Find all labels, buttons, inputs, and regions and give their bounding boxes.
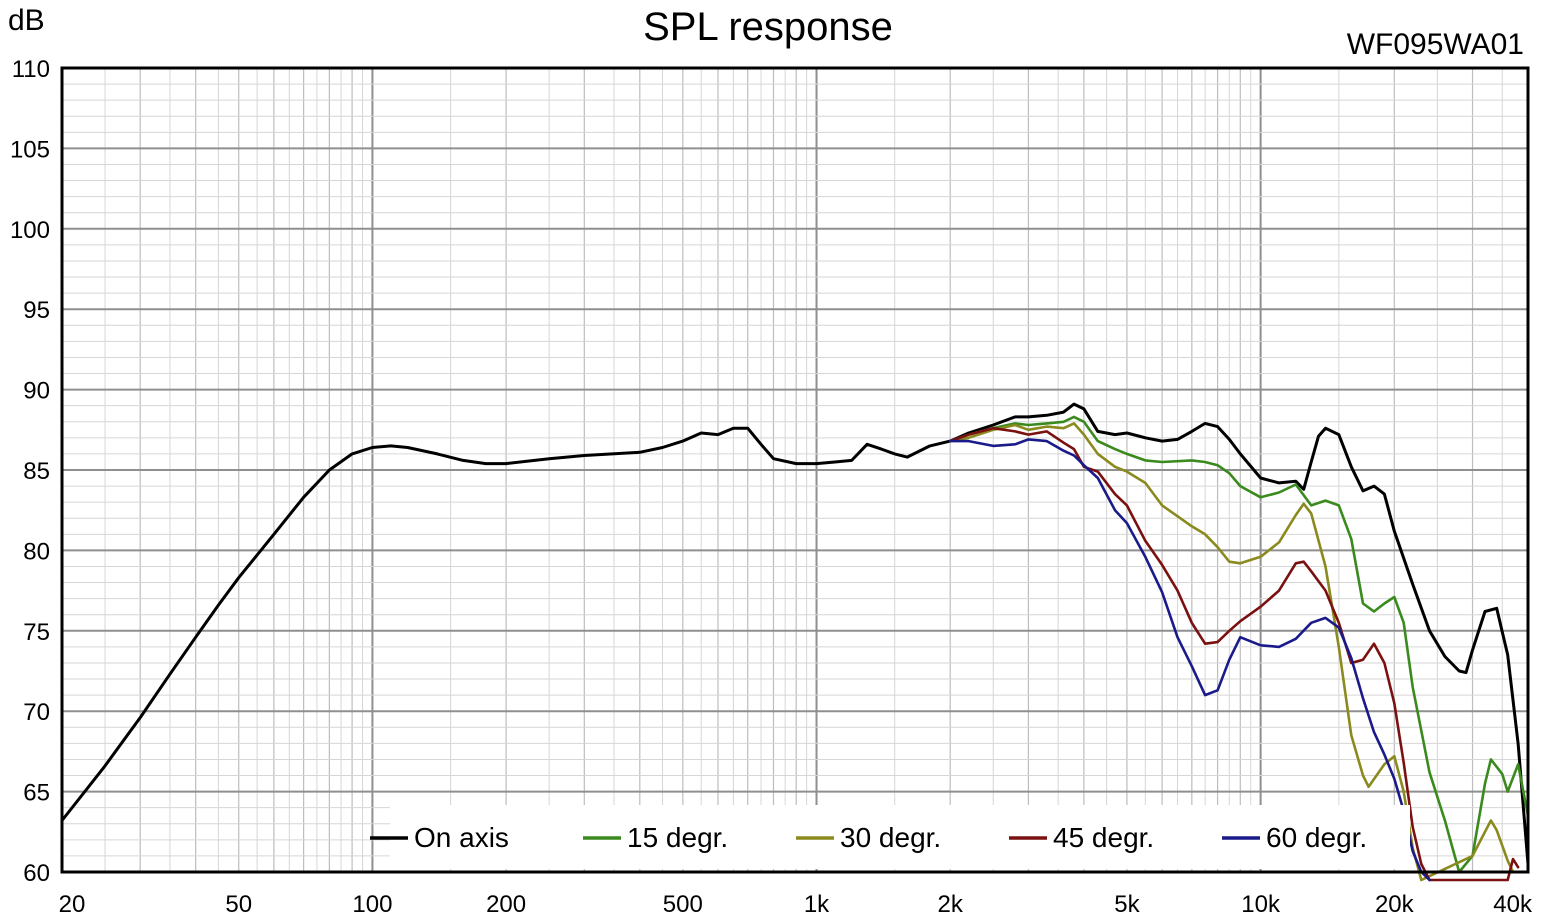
- y-tick-label: 70: [23, 699, 50, 726]
- x-tick-label: 40k: [1493, 891, 1533, 918]
- x-tick-label: 200: [486, 891, 526, 918]
- legend-label-2: 30 degr.: [840, 822, 941, 853]
- series-line-1: [948, 415, 1530, 874]
- x-tick-label: 20: [59, 891, 86, 918]
- y-axis-label: dB: [8, 4, 45, 37]
- x-axis-ticks: 20 50 100 200 500 1k 2k 5k 10k 20k 40k: [59, 891, 1533, 918]
- x-tick-label: 10k: [1241, 891, 1281, 918]
- legend-label-4: 60 degr.: [1266, 822, 1367, 853]
- series-line-4: [948, 438, 1431, 882]
- y-tick-label: 75: [23, 619, 50, 646]
- curves: [60, 402, 1530, 882]
- model-label: WF095WA01: [1347, 28, 1524, 61]
- series-line-3: [948, 426, 1520, 882]
- plot-frame: [60, 66, 1530, 874]
- x-tick-label: 5k: [1114, 891, 1140, 918]
- y-axis-ticks: 60 65 70 75 80 85 90 95 100 105 110: [10, 56, 50, 887]
- y-tick-label: 110: [12, 56, 50, 83]
- chart-title: SPL response: [643, 5, 893, 49]
- y-tick-label: 65: [23, 780, 50, 807]
- y-tick-label: 105: [10, 136, 50, 163]
- y-tick-label: 60: [23, 860, 50, 887]
- x-tick-label: 100: [352, 891, 392, 918]
- legend-label-3: 45 degr.: [1053, 822, 1154, 853]
- legend-label-1: 15 degr.: [627, 822, 728, 853]
- x-tick-label: 20k: [1375, 891, 1415, 918]
- grid: [61, 67, 1529, 873]
- x-tick-label: 1k: [804, 891, 830, 918]
- y-tick-label: 85: [23, 458, 50, 485]
- y-tick-label: 95: [23, 297, 50, 324]
- legend: On axis 15 degr. 30 degr. 45 degr. 60 degr.: [370, 822, 1367, 853]
- series-line-0: [60, 402, 1530, 866]
- legend-label-0: On axis: [414, 822, 509, 853]
- x-tick-label: 2k: [938, 891, 964, 918]
- y-tick-label: 100: [10, 217, 50, 244]
- y-tick-label: 80: [23, 538, 50, 565]
- x-tick-label: 500: [663, 891, 703, 918]
- y-tick-label: 90: [23, 378, 50, 405]
- x-tick-label: 50: [225, 891, 252, 918]
